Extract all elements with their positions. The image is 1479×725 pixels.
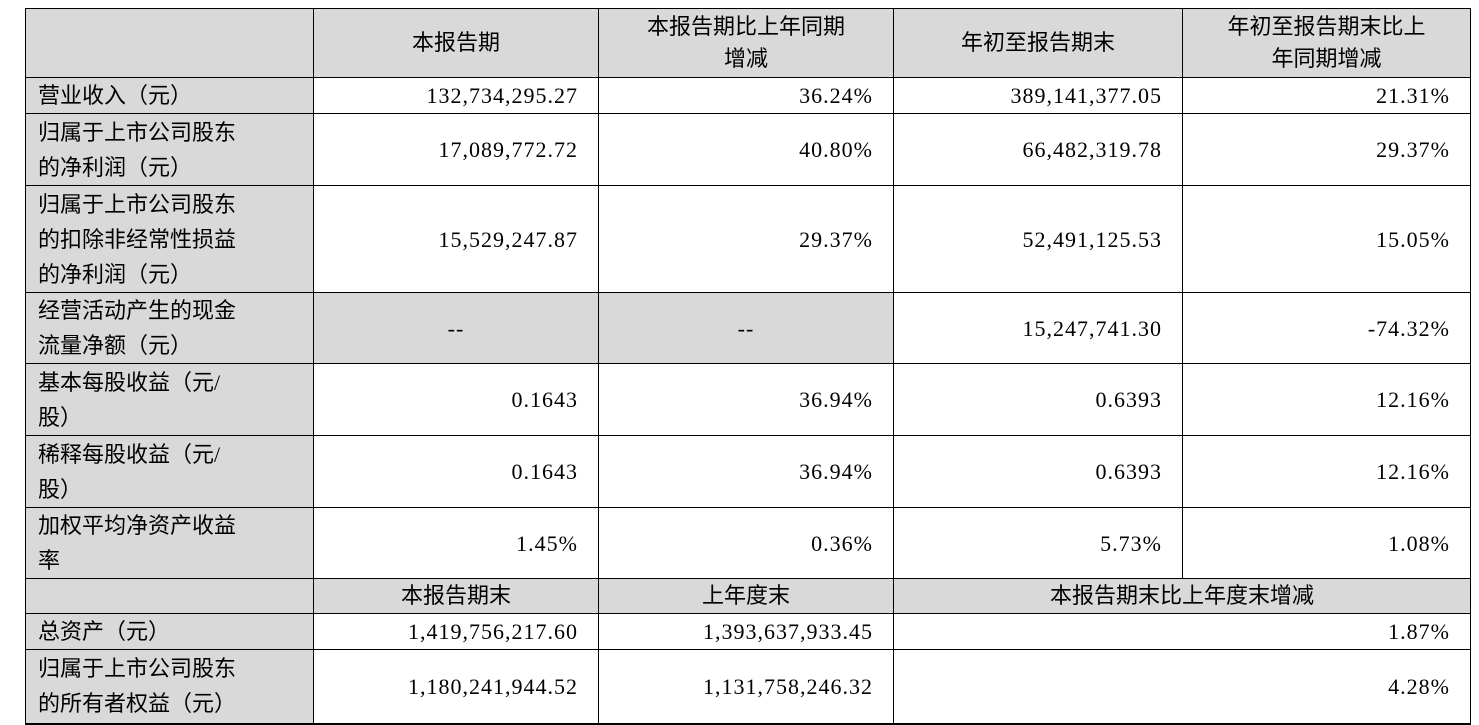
cell-value: 12.16% — [1182, 435, 1471, 508]
cell-value: 0.6393 — [893, 435, 1183, 508]
cell-value: 4.28% — [893, 649, 1471, 725]
table-row: 归属于上市公司股东 的扣除非经常性损益 的净利润（元） 15,529,247.8… — [25, 185, 1471, 293]
cell-value: 5.73% — [893, 507, 1183, 579]
cell-value: 0.6393 — [893, 363, 1183, 436]
cell-value: 36.94% — [598, 363, 894, 436]
table-header-row: 本报告期 本报告期比上年同期 增减 年初至报告期末 年初至报告期末比上 年同期增… — [25, 8, 1471, 78]
cell-value: 1,393,637,933.45 — [598, 613, 894, 650]
cell-value: 17,089,772.72 — [313, 113, 599, 186]
row-label-net-profit: 归属于上市公司股东 的净利润（元） — [25, 113, 314, 186]
header-ytd-vs-prior-yoy: 年初至报告期末比上 年同期增减 — [1182, 8, 1471, 78]
cell-value: 0.1643 — [313, 435, 599, 508]
cell-value: 15,529,247.87 — [313, 185, 599, 293]
cell-value: 36.94% — [598, 435, 894, 508]
cell-value: 132,734,295.27 — [313, 77, 599, 114]
cell-value: 1,131,758,246.32 — [598, 649, 894, 725]
header-corner-cell — [25, 8, 314, 78]
cell-value: -- — [598, 292, 894, 364]
row-label-net-profit-excl-nonrecurring: 归属于上市公司股东 的扣除非经常性损益 的净利润（元） — [25, 185, 314, 293]
cell-value: -74.32% — [1182, 292, 1471, 364]
table-row: 经营活动产生的现金 流量净额（元） -- -- 15,247,741.30 -7… — [25, 292, 1471, 364]
cell-value: 29.37% — [598, 185, 894, 293]
cell-value: 1.45% — [313, 507, 599, 579]
cell-value: 66,482,319.78 — [893, 113, 1183, 186]
cell-value: 21.31% — [1182, 77, 1471, 114]
cell-value: 1.08% — [1182, 507, 1471, 579]
subheader-corner-cell — [25, 578, 314, 614]
subheader-change-vs-prior-year-end: 本报告期末比上年度末增减 — [893, 578, 1471, 614]
table-row: 归属于上市公司股东 的所有者权益（元） 1,180,241,944.52 1,1… — [25, 649, 1471, 725]
row-label-revenue: 营业收入（元） — [25, 77, 314, 114]
table-row: 营业收入（元） 132,734,295.27 36.24% 389,141,37… — [25, 77, 1471, 114]
row-label-basic-eps: 基本每股收益（元/ 股） — [25, 363, 314, 436]
cell-value: 15.05% — [1182, 185, 1471, 293]
cell-value: 52,491,125.53 — [893, 185, 1183, 293]
cell-value: 40.80% — [598, 113, 894, 186]
header-ytd: 年初至报告期末 — [893, 8, 1183, 78]
row-label-diluted-eps: 稀释每股收益（元/ 股） — [25, 435, 314, 508]
cell-value: 12.16% — [1182, 363, 1471, 436]
table-row: 加权平均净资产收益 率 1.45% 0.36% 5.73% 1.08% — [25, 507, 1471, 579]
cell-value: 1,180,241,944.52 — [313, 649, 599, 725]
row-label-weighted-avg-roe: 加权平均净资产收益 率 — [25, 507, 314, 579]
subheader-end-of-prior-year: 上年度末 — [598, 578, 894, 614]
table-row: 稀释每股收益（元/ 股） 0.1643 36.94% 0.6393 12.16% — [25, 435, 1471, 508]
cell-value: 36.24% — [598, 77, 894, 114]
subheader-end-of-period: 本报告期末 — [313, 578, 599, 614]
row-label-total-assets: 总资产（元） — [25, 613, 314, 650]
financial-summary-table: 本报告期 本报告期比上年同期 增减 年初至报告期末 年初至报告期末比上 年同期增… — [25, 8, 1471, 725]
row-label-operating-cash-flow: 经营活动产生的现金 流量净额（元） — [25, 292, 314, 364]
cell-value: 1,419,756,217.60 — [313, 613, 599, 650]
cell-value: 0.1643 — [313, 363, 599, 436]
table-row: 基本每股收益（元/ 股） 0.1643 36.94% 0.6393 12.16% — [25, 363, 1471, 436]
table-row: 总资产（元） 1,419,756,217.60 1,393,637,933.45… — [25, 613, 1471, 650]
cell-value: 0.36% — [598, 507, 894, 579]
header-current-vs-prior-yoy: 本报告期比上年同期 增减 — [598, 8, 894, 78]
cell-value: 15,247,741.30 — [893, 292, 1183, 364]
header-current-period: 本报告期 — [313, 8, 599, 78]
table-subheader-row: 本报告期末 上年度末 本报告期末比上年度末增减 — [25, 578, 1471, 614]
cell-value: 389,141,377.05 — [893, 77, 1183, 114]
cell-value: 29.37% — [1182, 113, 1471, 186]
cell-value: -- — [313, 292, 599, 364]
table-row: 归属于上市公司股东 的净利润（元） 17,089,772.72 40.80% 6… — [25, 113, 1471, 186]
cell-value: 1.87% — [893, 613, 1471, 650]
row-label-equity: 归属于上市公司股东 的所有者权益（元） — [25, 649, 314, 725]
